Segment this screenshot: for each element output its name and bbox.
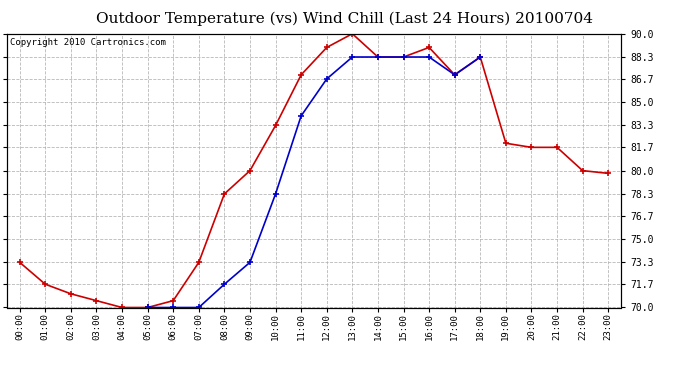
Text: Copyright 2010 Cartronics.com: Copyright 2010 Cartronics.com [10, 38, 166, 47]
Text: Outdoor Temperature (vs) Wind Chill (Last 24 Hours) 20100704: Outdoor Temperature (vs) Wind Chill (Las… [97, 11, 593, 26]
